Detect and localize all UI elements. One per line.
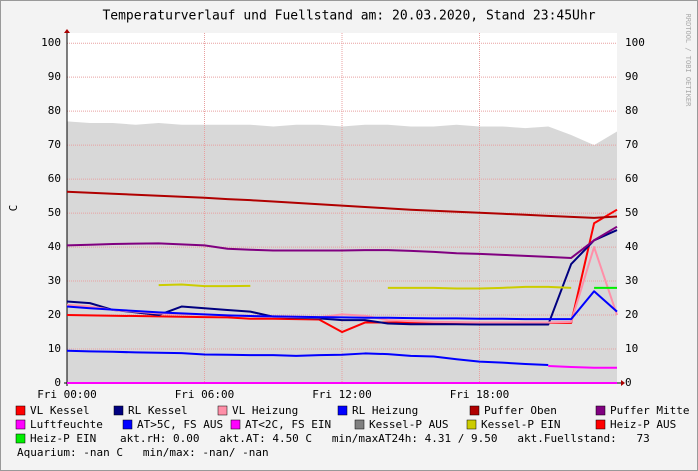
legend-swatch [337,405,348,416]
series-line [66,290,618,321]
series-line [66,225,618,259]
y-tick-label: 70 [48,138,61,151]
y-tick-label: 50 [48,206,61,219]
legend-label: Puffer Oben [484,404,557,417]
x-tick-label: Fri 06:00 [175,388,235,401]
legend-swatch [595,419,606,430]
legend-swatch [354,419,365,430]
legend-swatch [15,405,26,416]
y-axis-arrow [64,29,70,33]
legend-label: AT>5C, FS AUS [137,418,223,431]
series-line [66,349,549,366]
chart-title: Temperaturverlauf und Fuellstand am: 20.… [102,9,595,24]
legend-swatch [15,433,26,444]
y-tick-label: 20 [625,308,638,321]
y-tick-label: 100 [625,36,645,49]
series-line [548,365,617,369]
legend-label: Luftfeuchte [30,418,103,431]
series-line [66,246,618,324]
legend-label: RL Kessel [128,404,188,417]
legend-swatch [217,405,228,416]
y-tick-label: 40 [48,240,61,253]
y-tick-label: 100 [41,36,61,49]
y-tick-label: 10 [48,342,61,355]
legend-swatch [113,405,124,416]
legend-label: VL Heizung [232,404,298,417]
series-line [158,283,572,290]
y-tick-label: 10 [625,342,638,355]
legend-label: Kessel-P AUS [369,418,448,431]
y-tick-label: 0 [54,376,61,389]
y-tick-label: 20 [48,308,61,321]
y-tick-label: 60 [625,172,638,185]
legend-swatch [466,419,477,430]
y-tick-label: 30 [48,274,61,287]
x-tick-label: Fri 00:00 [37,388,97,401]
legend-label: VL Kessel [30,404,90,417]
x-tick-label: Fri 12:00 [312,388,372,401]
x-axis-arrow [621,380,625,386]
status-text: Aquarium: -nan C min/max: -nan/ -nan [17,446,269,459]
y-tick-label: 80 [48,104,61,117]
legend-label: Heiz-P AUS [610,418,676,431]
legend-label: Heiz-P EIN [30,432,96,445]
series-line [66,190,618,219]
x-tick-label: Fri 18:00 [450,388,510,401]
series-line [66,229,618,326]
y-tick-label: 70 [625,138,638,151]
legend-swatch [122,419,133,430]
legend-swatch [15,419,26,430]
legend-label: RL Heizung [352,404,418,417]
y-tick-label: 80 [625,104,638,117]
y-tick-label: 90 [48,70,61,83]
legend-label: Kessel-P EIN [481,418,560,431]
legend-swatch [469,405,480,416]
status-text: akt.rH: 0.00 akt.AT: 4.50 C min/maxAT24h… [120,432,650,445]
legend-label: Puffer Mitte [610,404,689,417]
y-tick-label: 0 [625,376,632,389]
y-tick-label: 30 [625,274,638,287]
y-tick-label: 40 [625,240,638,253]
side-text: RRDTOOL / TOBI OETIKER [684,14,692,108]
y-axis-label: C [7,205,20,212]
legend-label: AT<2C, FS EIN [245,418,331,431]
legend-swatch [595,405,606,416]
y-tick-label: 90 [625,70,638,83]
legend-swatch [230,419,241,430]
y-tick-label: 60 [48,172,61,185]
y-tick-label: 50 [625,206,638,219]
